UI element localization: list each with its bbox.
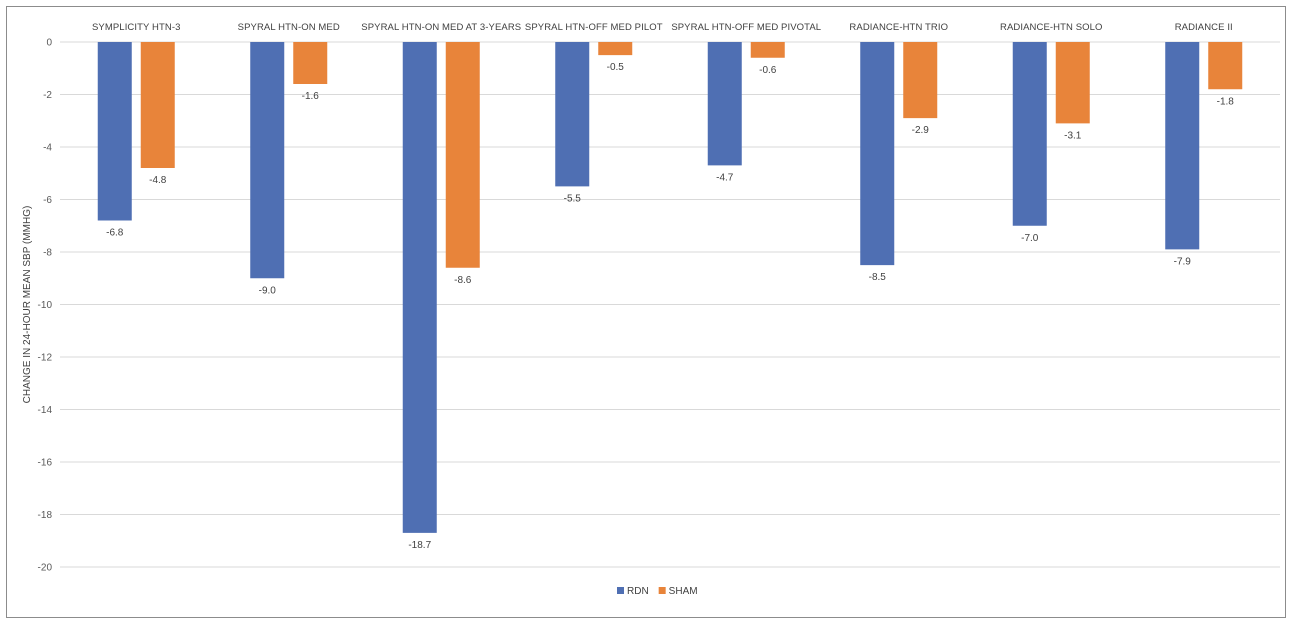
legend-label-sham: SHAM	[669, 586, 698, 597]
data-label: -1.8	[1217, 96, 1235, 107]
data-label: -1.6	[302, 91, 320, 102]
data-label: -7.0	[1021, 233, 1039, 244]
y-tick-label: -16	[38, 458, 53, 469]
y-tick-label: 0	[46, 38, 52, 49]
bar-rdn	[707, 42, 742, 166]
data-label: -8.6	[454, 275, 472, 286]
bar-sham	[1055, 42, 1090, 124]
bar-sham	[598, 42, 633, 56]
bar-rdn	[250, 42, 285, 279]
y-axis-title: CHANGE IN 24-HOUR MEAN SBP (MMHG)	[22, 206, 33, 404]
data-label: -18.7	[408, 540, 431, 551]
category-label: SPYRAL HTN-OFF MED PILOT	[525, 22, 663, 33]
y-tick-label: -14	[38, 405, 53, 416]
bar-sham	[903, 42, 938, 119]
data-label: -3.1	[1064, 130, 1082, 141]
data-label: -2.9	[912, 125, 930, 136]
bar-rdn	[1012, 42, 1047, 226]
data-label: -6.8	[106, 228, 124, 239]
category-label: SPYRAL HTN-OFF MED PIVOTAL	[671, 22, 821, 33]
legend-swatch-sham	[658, 587, 666, 594]
y-tick-label: -18	[38, 510, 53, 521]
bar-rdn	[555, 42, 590, 187]
y-tick-label: -6	[43, 195, 52, 206]
bar-rdn	[402, 42, 437, 533]
bar-rdn	[860, 42, 895, 266]
data-label: -5.5	[564, 193, 582, 204]
legend-swatch-rdn	[617, 587, 624, 594]
category-label: RADIANCE-HTN TRIO	[849, 22, 948, 33]
data-label: -9.0	[259, 285, 277, 296]
data-label: -8.5	[869, 272, 887, 283]
bar-sham	[293, 42, 328, 84]
bar-sham	[1208, 42, 1243, 90]
data-label: -7.9	[1174, 256, 1192, 267]
data-label: -0.6	[759, 65, 777, 76]
bar-sham	[140, 42, 175, 168]
y-tick-label: -8	[43, 248, 52, 259]
data-label: -4.8	[149, 175, 167, 186]
y-tick-label: -4	[43, 143, 52, 154]
bar-rdn	[97, 42, 132, 221]
category-label: SYMPLICITY HTN-3	[92, 22, 181, 33]
category-label: RADIANCE II	[1175, 22, 1233, 33]
legend-label-rdn: RDN	[627, 586, 649, 597]
y-tick-label: -12	[38, 353, 53, 364]
data-label: -4.7	[716, 172, 734, 183]
bar-sham	[750, 42, 785, 58]
bar-sham	[445, 42, 480, 268]
data-label: -0.5	[607, 62, 625, 73]
y-tick-label: -20	[38, 563, 53, 574]
category-label: RADIANCE-HTN SOLO	[1000, 22, 1103, 33]
category-label: SPYRAL HTN-ON MED AT 3-YEARS	[361, 22, 521, 33]
y-tick-label: -2	[43, 90, 52, 101]
bar-rdn	[1165, 42, 1200, 250]
y-tick-label: -10	[38, 300, 53, 311]
category-label: SPYRAL HTN-ON MED	[238, 22, 340, 33]
